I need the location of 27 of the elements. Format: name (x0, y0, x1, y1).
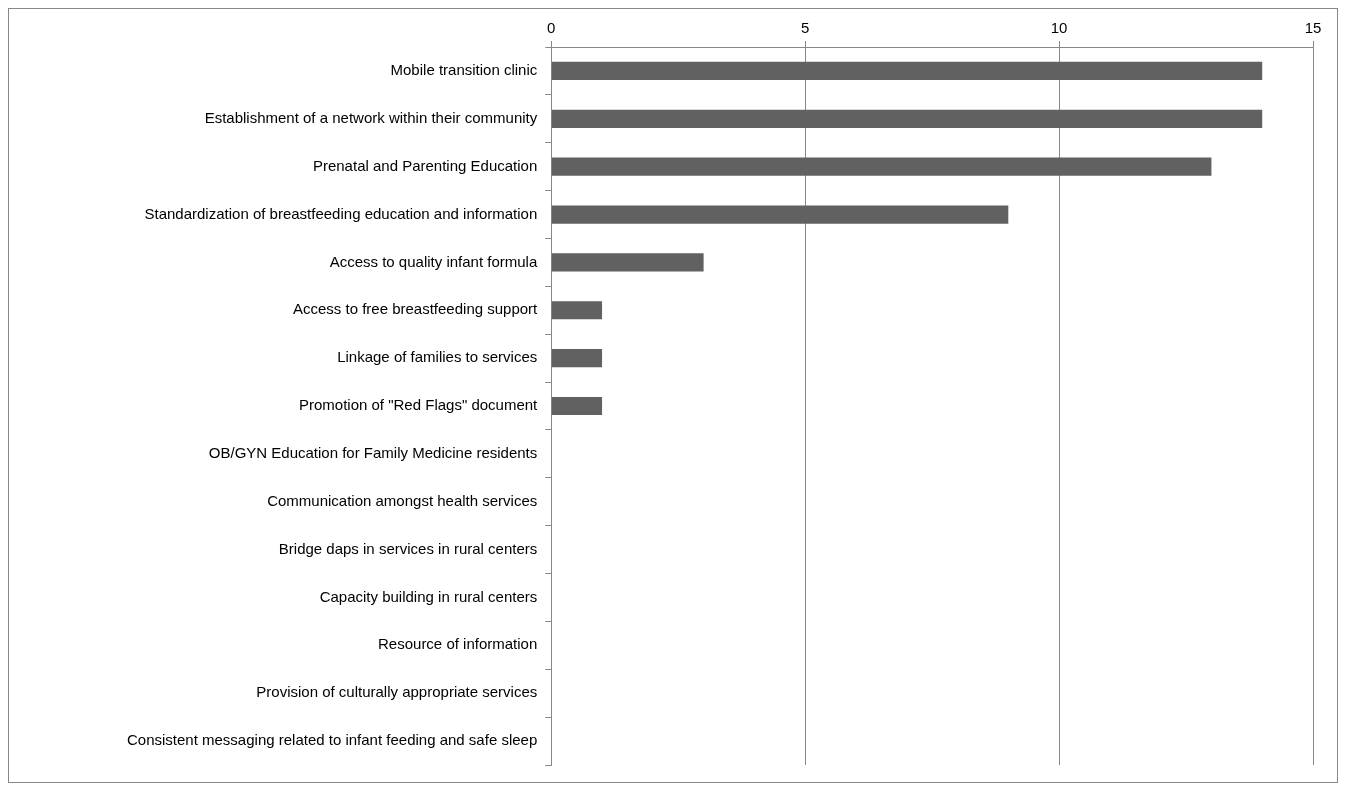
bar (551, 205, 1009, 224)
y-tick-label: Consistent messaging related to infant feeding and safe sleep (126, 731, 538, 749)
bar (551, 349, 603, 368)
y-tick-label: Capacity building in rural centers (319, 587, 538, 605)
x-tick-label: 10 (1050, 19, 1068, 37)
y-tick-label: Prenatal and Parenting Education (312, 156, 538, 174)
bar (551, 301, 603, 320)
y-tick-label: Provision of culturally appropriate services (256, 683, 538, 701)
bar (551, 157, 1212, 176)
y-tick-label: Establishment of a network within their community (204, 108, 538, 126)
y-tick-label: Access to quality infant formula (329, 252, 538, 270)
y-tick-label: Access to free breastfeeding support (292, 300, 539, 318)
x-tick-label: 15 (1304, 19, 1322, 37)
y-tick-label: Linkage of families to services (337, 348, 538, 366)
bar (551, 61, 1263, 81)
y-tick-label: OB/GYN Education for Family Medicine residents (208, 444, 538, 462)
bar (551, 396, 603, 416)
y-tick-label: Resource of information (378, 635, 538, 653)
y-tick-label: Standardization of breastfeeding education and information (144, 204, 538, 222)
y-tick-label: Mobile transition clinic (390, 61, 538, 79)
y-tick-label: Communication amongst health services (267, 491, 538, 509)
y-tick-label: Bridge daps in services in rural centers (278, 539, 538, 557)
x-tick-label: 0 (547, 19, 556, 37)
bar (551, 253, 704, 272)
x-tick-label: 5 (801, 19, 810, 37)
bar (551, 109, 1263, 128)
y-tick-label: Promotion of "Red Flags" document (299, 396, 539, 414)
